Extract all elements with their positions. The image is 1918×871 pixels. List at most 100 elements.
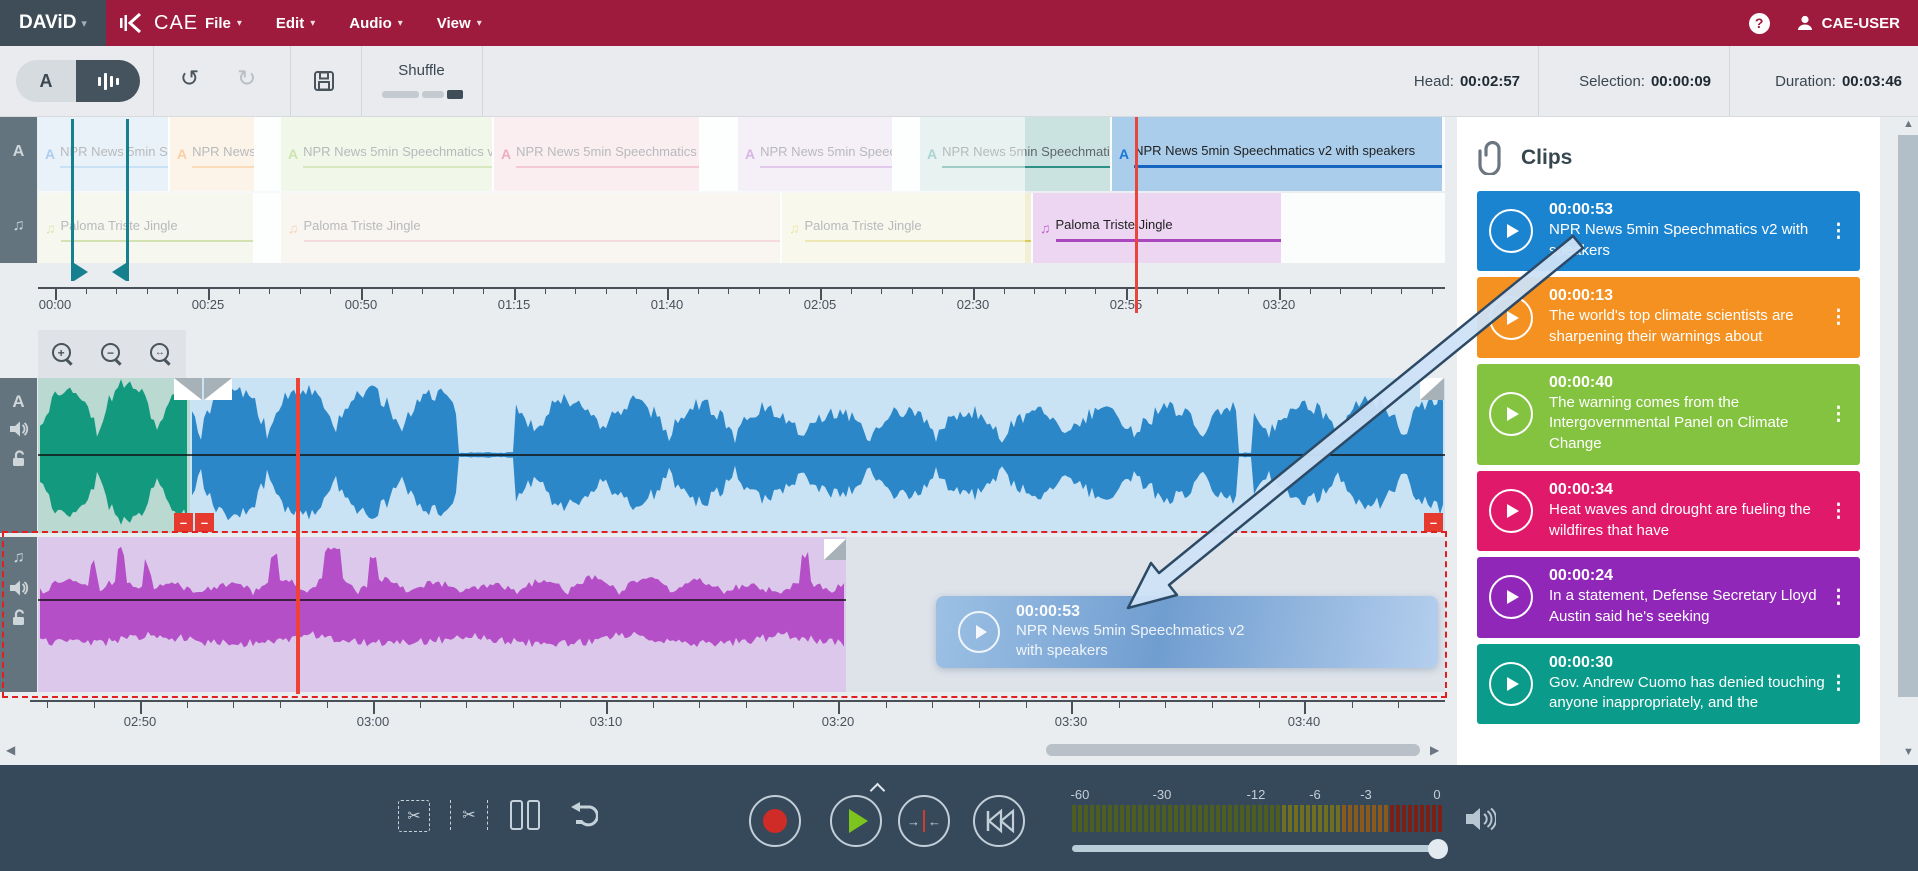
clip-fade-handle[interactable] [204,378,232,400]
clip-card[interactable]: 00:00:40 The warning comes from the Inter… [1477,363,1860,465]
volume-slider[interactable] [1072,845,1444,852]
clip-cut-marker[interactable]: – [195,513,214,532]
output-speaker-icon[interactable] [1464,806,1496,832]
clip-play-button[interactable] [1489,489,1533,533]
meter-led-segment [1144,805,1148,832]
selection-end-flag[interactable] [112,263,126,281]
ruler-label: 00:25 [191,297,225,312]
ruler-tick [792,702,794,708]
meter-led-segment [1252,805,1256,832]
kebab-menu-icon[interactable]: ⋮ [1829,307,1848,329]
meter-led-segment [1180,805,1184,832]
play-options-caret[interactable] [869,782,886,799]
clip-play-button[interactable] [1489,209,1533,254]
scroll-right-arrow[interactable]: ▶ [1430,743,1440,757]
kebab-menu-icon[interactable]: ⋮ [1829,403,1848,425]
ruler-tick [789,289,791,294]
record-button[interactable] [749,795,801,847]
clip-fade-handle[interactable] [824,539,846,560]
clip-card[interactable]: 00:00:30 Gov. Andrew Cuomo has denied tou… [1477,643,1860,724]
chevron-down-icon: ▾ [397,17,403,29]
speech-waveform-track[interactable] [0,378,1445,533]
clip-card[interactable]: 00:00:13 The world's top climate scientis… [1477,277,1860,358]
clip-play-button[interactable] [1489,295,1533,340]
total-duration: Duration: 00:03:46 [1775,72,1902,90]
skip-to-start-button[interactable] [973,795,1025,847]
kebab-menu-icon[interactable]: ⋮ [1829,220,1848,242]
view-mode-toggle[interactable]: A [16,60,140,102]
zoom-controls: + − ↔ [38,330,186,378]
play-button[interactable] [830,795,882,847]
clip-card[interactable]: 00:00:24 In a statement, Defense Secretar… [1477,557,1860,638]
selection-start-flag[interactable] [74,263,88,281]
vertical-scrollbar-thumb[interactable] [1898,135,1918,697]
speech-clip-icon: A [1119,146,1130,162]
playhead[interactable] [296,378,300,694]
app-logo-menu[interactable]: DAViD ▾ [0,0,106,46]
menu-audio[interactable]: Audio ▾ [349,14,403,32]
track-selection-box[interactable] [2,531,1447,698]
zoom-fit-selection-button[interactable]: ↔ [150,343,172,366]
cut-at-marks-button[interactable]: ✂ [450,800,488,830]
shuffle-slider[interactable] [382,90,463,99]
ruler-tick [146,289,148,294]
clip-cut-marker[interactable]: – [174,513,193,532]
text-mode-button[interactable]: A [16,60,76,102]
selection-start-marker[interactable] [71,119,74,281]
clip-play-button[interactable] [1489,575,1533,620]
zoom-in-button[interactable]: + [51,343,74,366]
overview-playhead[interactable] [1135,117,1138,313]
kebab-menu-icon[interactable]: ⋮ [1829,673,1848,695]
clip-card[interactable]: 00:00:53 NPR News 5min Speechmatics v2 wi… [1477,191,1860,272]
undo-button[interactable]: ↺ [180,65,200,91]
ruler-tick [47,702,48,708]
ruler-major-tick [514,289,516,300]
cut-selection-button[interactable]: ✂ [398,800,430,832]
kebab-menu-icon[interactable]: ⋮ [1829,500,1848,522]
meter-led-segment [1246,805,1250,832]
ruler-label: 02:50 [123,714,157,729]
split-clip-button[interactable] [510,800,540,830]
user-menu[interactable]: CAE-USER [1796,14,1900,32]
ghost-clip-title: NPR News 5min Speechmatics v2 [1016,621,1245,639]
unlock-icon[interactable] [0,609,37,627]
ruler-tick [1034,289,1036,294]
scroll-down-arrow[interactable]: ▼ [1903,746,1914,758]
meter-led-segment [1282,805,1286,832]
kebab-menu-icon[interactable]: ⋮ [1829,586,1848,608]
snap-undo-button[interactable] [558,800,598,830]
menu-view[interactable]: View ▾ [436,14,482,32]
play-icon [958,611,1000,653]
scroll-up-arrow[interactable]: ▲ [1903,118,1914,130]
clip-cut-marker[interactable]: – [1424,513,1443,532]
go-to-playhead-button[interactable]: → ← [898,795,950,847]
scroll-left-arrow[interactable]: ◀ [6,743,16,757]
ruler-major-tick [55,289,57,300]
clip-fade-handle[interactable] [174,378,202,400]
waveform-mode-button[interactable] [76,60,140,102]
clip-title: In a statement, Defense Secretary Lloyd … [1549,587,1817,625]
unlock-icon[interactable] [0,450,37,468]
mute-speaker-icon[interactable] [0,420,37,438]
clip-card[interactable]: 00:00:34 Heat waves and drought are fueli… [1477,470,1860,552]
menu-edit[interactable]: Edit ▾ [275,14,316,32]
overview-clip[interactable]: ♫Paloma Triste Jingle [1033,193,1281,263]
save-button[interactable] [312,69,336,93]
volume-slider-knob[interactable] [1428,839,1448,859]
shuffle-slider-handle[interactable] [447,90,463,99]
horizontal-scrollbar-thumb[interactable] [1046,744,1420,756]
menu-file[interactable]: File ▾ [205,14,242,32]
clip-play-button[interactable] [1489,661,1533,706]
mute-speaker-icon[interactable] [0,579,37,597]
clip-fade-handle[interactable] [1420,378,1444,400]
ruler-label: 03:00 [356,714,390,729]
redo-button[interactable]: ↻ [237,65,257,91]
help-icon[interactable]: ? [1748,12,1770,34]
zoom-out-button[interactable]: − [100,343,123,366]
selection-length: Selection: 00:00:09 [1579,72,1711,90]
selection-end-marker[interactable] [126,119,129,281]
meter-scale-label: -6 [1309,787,1321,802]
clip-play-button[interactable] [1489,392,1533,437]
ruler-label: 00:00 [38,297,72,312]
